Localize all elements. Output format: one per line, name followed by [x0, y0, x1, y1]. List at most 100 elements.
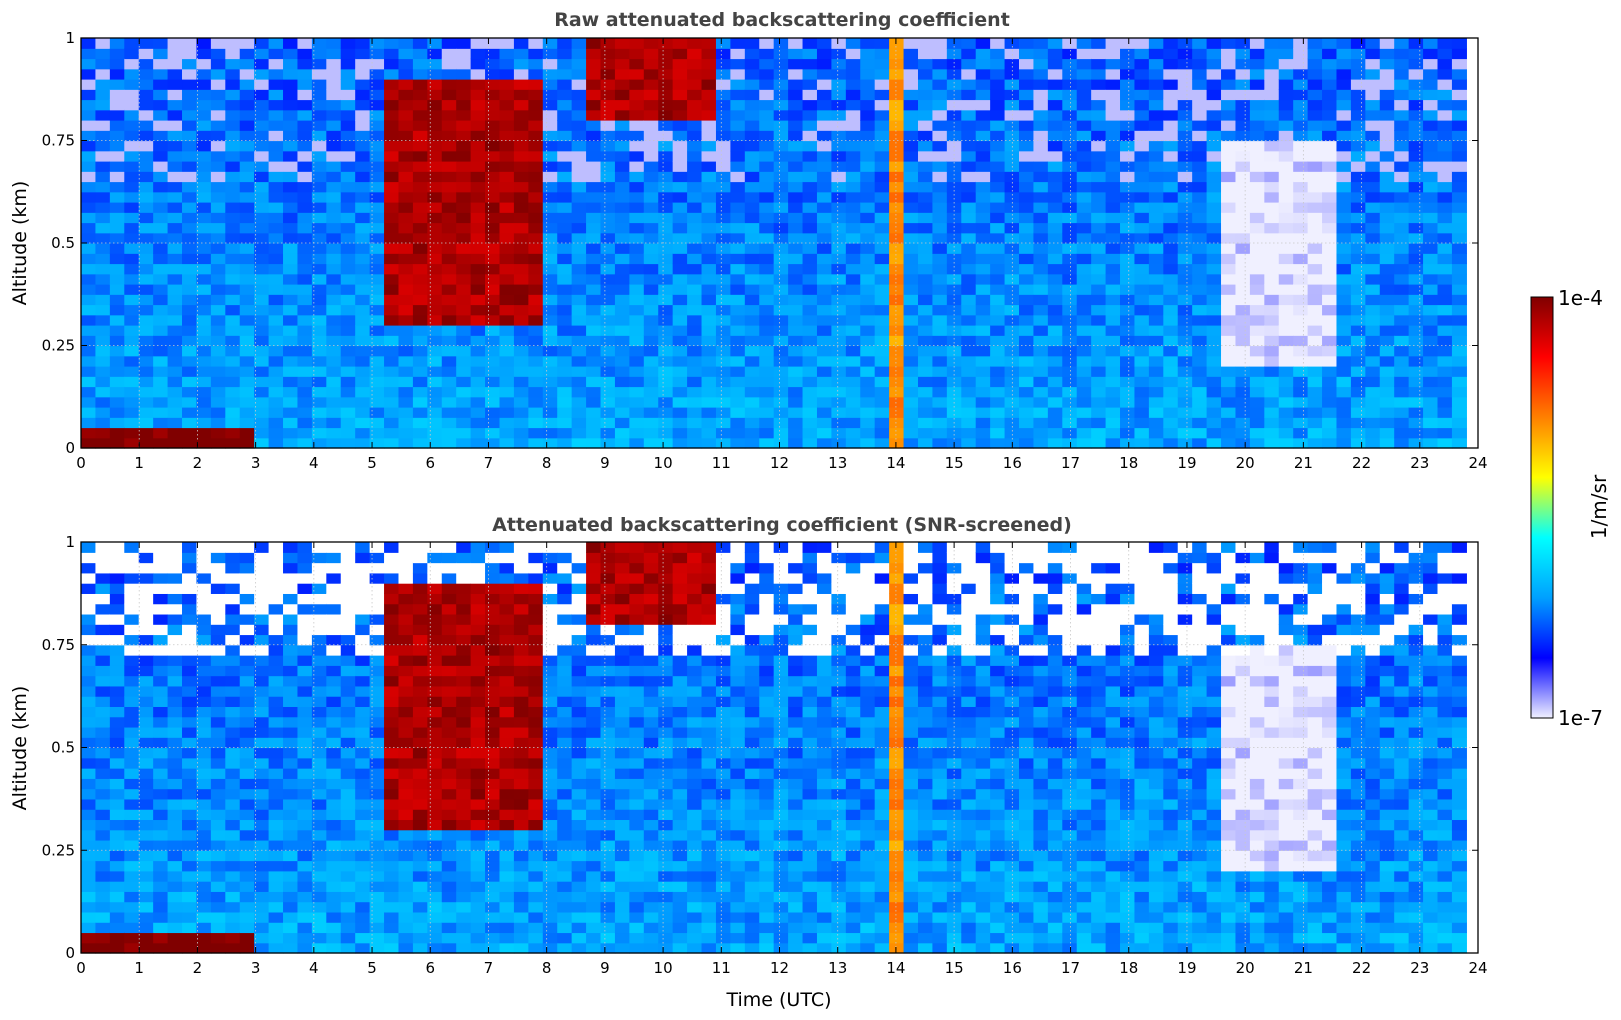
heatmap-cell [1062, 396, 1078, 408]
heatmap-cell [1307, 130, 1323, 142]
heatmap-cell [528, 79, 544, 90]
heatmap-cell [600, 130, 616, 142]
heatmap-cell [542, 202, 558, 213]
heatmap-cell [182, 325, 198, 336]
heatmap-cell [427, 603, 443, 615]
heatmap-cell [1148, 345, 1164, 357]
heatmap-cell [1192, 202, 1208, 213]
heatmap-cell [1235, 202, 1251, 213]
heatmap-cell [109, 809, 125, 821]
heatmap-cell [412, 417, 428, 429]
heatmap-cell [153, 99, 169, 111]
heatmap-cell [1148, 38, 1164, 49]
heatmap-cell [283, 345, 299, 357]
heatmap-cell [1278, 202, 1294, 213]
heatmap-cell [311, 263, 327, 275]
heatmap-cell [1423, 314, 1439, 326]
heatmap-cell [109, 273, 125, 285]
heatmap-cell [571, 171, 587, 183]
heatmap-cell [687, 99, 703, 111]
heatmap-cell [268, 191, 284, 203]
heatmap-cell [1451, 130, 1467, 142]
heatmap-cell [153, 675, 169, 687]
heatmap-cell [427, 232, 443, 244]
heatmap-cell [1091, 181, 1107, 193]
heatmap-cell [845, 407, 861, 418]
heatmap-cell [297, 583, 313, 594]
heatmap-cell [1019, 79, 1035, 90]
heatmap-cell [715, 38, 731, 49]
heatmap-cell [196, 726, 212, 738]
heatmap-cell [196, 881, 212, 892]
heatmap-cell [355, 624, 371, 636]
heatmap-cell [932, 120, 948, 131]
heatmap-cell [499, 191, 515, 203]
heatmap-cell [167, 437, 183, 449]
heatmap-cell [1033, 222, 1049, 234]
heatmap-cell [485, 273, 501, 285]
heatmap-cell [1235, 171, 1251, 183]
heatmap-cell [239, 942, 255, 954]
heatmap-cell [889, 68, 905, 80]
heatmap-cell [730, 222, 746, 234]
heatmap-cell [831, 68, 847, 80]
heatmap-cell [81, 829, 97, 841]
heatmap-cell [167, 48, 183, 60]
heatmap-cell [586, 366, 602, 377]
heatmap-cell [975, 273, 991, 285]
heatmap-cell [1322, 386, 1338, 398]
heatmap-cell [182, 212, 198, 224]
heatmap-cell [759, 38, 775, 49]
heatmap-cell [355, 911, 371, 923]
heatmap-cell [196, 427, 212, 439]
heatmap-cell [1423, 355, 1439, 367]
heatmap-cell [513, 304, 529, 316]
heatmap-cell [687, 304, 703, 316]
heatmap-cell [340, 89, 356, 101]
heatmap-cell [225, 366, 241, 377]
heatmap-cell [398, 386, 414, 398]
heatmap-cell [182, 314, 198, 326]
heatmap-cell [701, 437, 717, 449]
heatmap-cell [283, 386, 299, 398]
heatmap-cell [557, 130, 573, 142]
heatmap-cell [326, 58, 342, 70]
heatmap-cell [1221, 386, 1237, 398]
heatmap-cell [441, 171, 457, 183]
heatmap-cell [95, 932, 111, 944]
heatmap-cell [802, 273, 818, 285]
heatmap-cell [600, 99, 616, 111]
heatmap-cell [629, 273, 645, 285]
heatmap-cell [355, 870, 371, 882]
heatmap-cell [1379, 79, 1395, 90]
heatmap-cell [182, 603, 198, 615]
heatmap-cell [687, 427, 703, 439]
heatmap-cell [1206, 325, 1222, 336]
heatmap-cell [239, 850, 255, 862]
heatmap-cell [254, 335, 270, 347]
heatmap-cell [1076, 437, 1092, 449]
heatmap-cell [268, 798, 284, 810]
heatmap-cell [860, 273, 876, 285]
heatmap-cell [600, 325, 616, 336]
heatmap-cell [1148, 99, 1164, 111]
heatmap-cell [268, 593, 284, 605]
heatmap-cell [412, 562, 428, 574]
heatmap-cell [138, 355, 154, 367]
heatmap-cell [369, 294, 385, 306]
heatmap-cell [990, 79, 1006, 90]
heatmap-cell [990, 335, 1006, 347]
heatmap-cell [225, 942, 241, 954]
heatmap-cell [614, 68, 630, 80]
heatmap-cell [513, 386, 529, 398]
heatmap-cell [398, 737, 414, 749]
heatmap-cell [384, 675, 400, 687]
heatmap-cell [1105, 314, 1121, 326]
heatmap-cell [210, 788, 226, 800]
heatmap-cell [975, 335, 991, 347]
heatmap-cell [917, 120, 934, 131]
heatmap-cell [326, 911, 342, 923]
heatmap-cell [81, 355, 97, 367]
heatmap-cell [95, 747, 111, 759]
heatmap-cell [1394, 314, 1410, 326]
